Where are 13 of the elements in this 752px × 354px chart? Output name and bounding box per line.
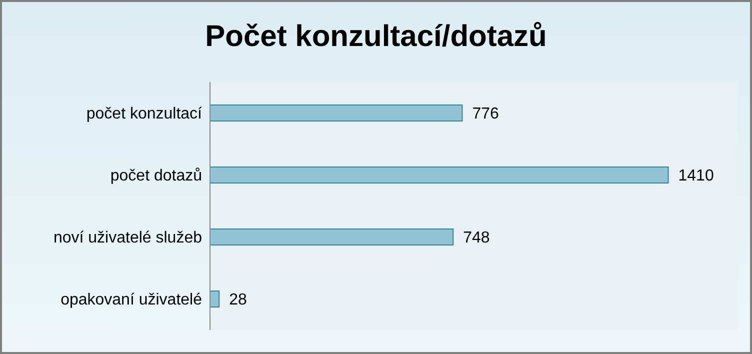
chart-title: Počet konzultací/dotazů (204, 20, 548, 54)
data-label: 748 (463, 230, 490, 247)
data-label: 28 (229, 292, 247, 309)
bar (210, 228, 454, 246)
bar (210, 290, 220, 308)
y-tick-label: noví uživatelé služeb (53, 230, 202, 247)
bar (210, 166, 669, 184)
bar (210, 104, 463, 122)
y-tick-label: počet konzultací (86, 106, 203, 123)
y-tick-label: opakovaní uživatelé (60, 292, 202, 309)
y-tick-label: počet dotazů (110, 168, 202, 185)
data-label: 1410 (678, 168, 714, 185)
data-label: 776 (472, 106, 500, 123)
